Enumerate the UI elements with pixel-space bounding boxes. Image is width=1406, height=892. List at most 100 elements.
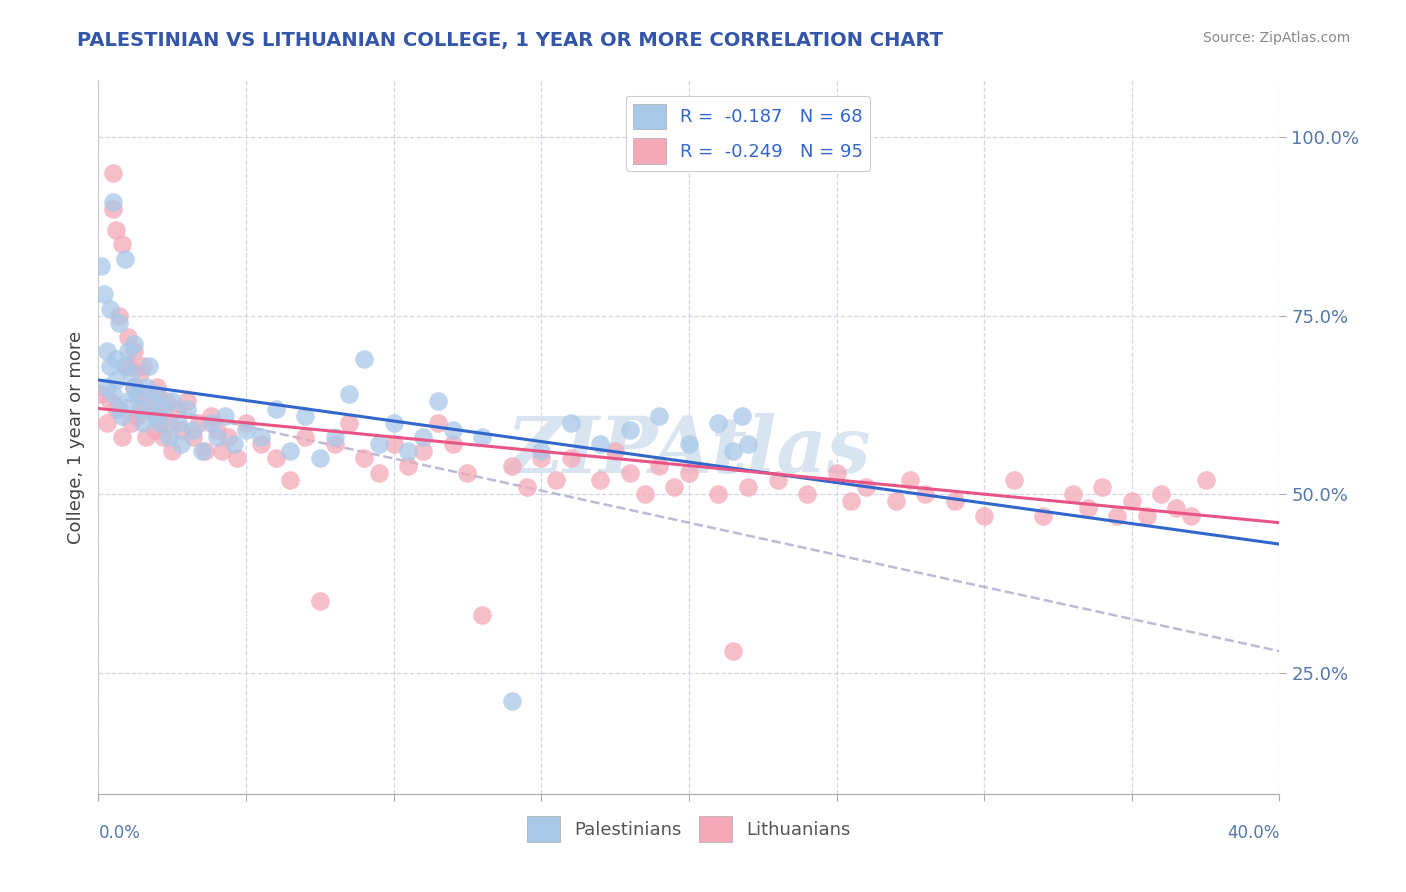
Point: [619, 466, 641, 480]
Point: [634, 487, 657, 501]
Point: [98, 301, 121, 316]
Point: [135, 430, 157, 444]
Point: [117, 394, 139, 409]
Point: [105, 401, 128, 416]
Point: [235, 423, 257, 437]
Point: [368, 466, 391, 480]
Point: [664, 480, 686, 494]
Point: [1166, 501, 1188, 516]
Point: [105, 373, 128, 387]
Point: [737, 480, 759, 494]
Point: [280, 444, 302, 458]
Point: [1032, 508, 1054, 523]
Point: [264, 451, 287, 466]
Point: [382, 416, 405, 430]
Point: [98, 394, 121, 409]
Point: [589, 437, 612, 451]
Y-axis label: College, 1 year or more: College, 1 year or more: [66, 331, 84, 543]
Point: [441, 437, 464, 451]
Point: [427, 394, 450, 409]
Point: [546, 473, 568, 487]
Point: [152, 401, 174, 416]
Point: [1150, 487, 1173, 501]
Point: [1077, 501, 1099, 516]
Point: [323, 437, 346, 451]
Point: [93, 287, 115, 301]
Point: [132, 416, 155, 430]
Point: [884, 494, 907, 508]
Point: [1121, 494, 1143, 508]
Point: [1107, 508, 1129, 523]
Point: [111, 409, 134, 423]
Point: [900, 473, 922, 487]
Point: [125, 387, 148, 401]
Legend: Palestinians, Lithuanians: Palestinians, Lithuanians: [520, 809, 858, 849]
Point: [103, 202, 125, 216]
Text: PALESTINIAN VS LITHUANIAN COLLEGE, 1 YEAR OR MORE CORRELATION CHART: PALESTINIAN VS LITHUANIAN COLLEGE, 1 YEA…: [77, 31, 943, 50]
Point: [105, 223, 128, 237]
Point: [105, 351, 128, 366]
Point: [605, 444, 627, 458]
Point: [111, 237, 134, 252]
Point: [707, 416, 730, 430]
Point: [516, 480, 538, 494]
Point: [205, 423, 228, 437]
Point: [973, 508, 995, 523]
Point: [796, 487, 818, 501]
Point: [914, 487, 936, 501]
Point: [471, 608, 494, 623]
Point: [1180, 508, 1202, 523]
Point: [146, 380, 169, 394]
Point: [943, 494, 966, 508]
Point: [108, 401, 131, 416]
Text: Source: ZipAtlas.com: Source: ZipAtlas.com: [1202, 31, 1350, 45]
Point: [398, 458, 420, 473]
Point: [1062, 487, 1084, 501]
Point: [135, 380, 157, 394]
Point: [132, 394, 155, 409]
Point: [141, 394, 163, 409]
Point: [648, 458, 671, 473]
Point: [157, 416, 180, 430]
Point: [138, 359, 160, 373]
Point: [235, 416, 257, 430]
Point: [103, 194, 125, 209]
Point: [294, 430, 316, 444]
Point: [90, 259, 112, 273]
Point: [176, 394, 198, 409]
Point: [501, 694, 523, 708]
Point: [120, 416, 142, 430]
Point: [155, 394, 177, 409]
Point: [108, 316, 131, 330]
Point: [427, 416, 450, 430]
Point: [143, 409, 166, 423]
Point: [264, 401, 287, 416]
Text: 40.0%: 40.0%: [1227, 824, 1279, 842]
Point: [149, 409, 172, 423]
Point: [122, 344, 145, 359]
Point: [1091, 480, 1114, 494]
Point: [398, 444, 420, 458]
Point: [205, 430, 228, 444]
Point: [619, 423, 641, 437]
Point: [294, 409, 316, 423]
Point: [214, 409, 236, 423]
Point: [128, 366, 150, 380]
Point: [157, 430, 180, 444]
Point: [309, 594, 332, 608]
Point: [339, 387, 361, 401]
Point: [339, 416, 361, 430]
Point: [224, 437, 246, 451]
Point: [120, 366, 142, 380]
Point: [191, 444, 214, 458]
Point: [382, 437, 405, 451]
Point: [737, 437, 759, 451]
Point: [723, 444, 745, 458]
Point: [125, 409, 148, 423]
Point: [855, 480, 877, 494]
Point: [176, 401, 198, 416]
Point: [114, 359, 136, 373]
Point: [412, 444, 434, 458]
Point: [162, 394, 183, 409]
Point: [181, 430, 204, 444]
